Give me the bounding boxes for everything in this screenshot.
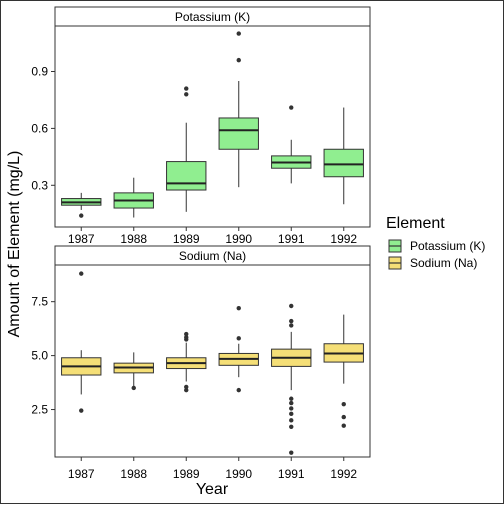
box-1990 bbox=[218, 305, 259, 393]
panel-frame bbox=[54, 264, 371, 458]
outlier-point bbox=[289, 396, 294, 401]
y-tick-label: 7.5 bbox=[31, 295, 48, 309]
x-tick-label: 1991 bbox=[278, 232, 305, 246]
box-1989 bbox=[166, 86, 207, 212]
outlier-point bbox=[236, 57, 241, 63]
box-1992 bbox=[323, 314, 364, 428]
x-tick-label: 1988 bbox=[120, 232, 147, 246]
iqr-box bbox=[323, 148, 364, 178]
y-tick-label: 0.6 bbox=[31, 121, 48, 135]
outlier-point bbox=[184, 335, 189, 340]
outlier-point bbox=[184, 384, 189, 390]
outlier-point bbox=[289, 411, 294, 417]
y-tick-label: 0.3 bbox=[31, 178, 48, 192]
outlier-point bbox=[131, 385, 136, 391]
outlier-point bbox=[236, 305, 241, 311]
outlier-point bbox=[184, 92, 189, 97]
legend-items: Potassium (K) Sodium (Na) bbox=[388, 239, 485, 270]
outlier-point bbox=[341, 423, 346, 428]
x-tick-label: 1988 bbox=[120, 467, 147, 481]
box-1990 bbox=[218, 31, 259, 188]
x-tick-label: 1992 bbox=[330, 467, 357, 481]
outlier-point bbox=[289, 424, 294, 429]
box-1988 bbox=[113, 177, 154, 218]
x-tick-label: 1989 bbox=[173, 232, 200, 246]
outlier-point bbox=[236, 31, 241, 36]
facet-title: Potassium (K) bbox=[175, 10, 250, 24]
outlier-point bbox=[289, 450, 294, 455]
outlier-point bbox=[289, 400, 294, 406]
box-1991 bbox=[271, 105, 312, 184]
outlier-point bbox=[79, 408, 84, 413]
y-tick-label: 2.5 bbox=[31, 403, 48, 417]
x-tick-label: 1992 bbox=[330, 232, 357, 246]
box-1991 bbox=[271, 303, 312, 455]
box-1989 bbox=[166, 331, 207, 393]
x-tick-label: 1987 bbox=[68, 232, 95, 246]
outlier-point bbox=[289, 418, 294, 423]
outlier-point bbox=[341, 401, 346, 407]
x-tick-label: 1990 bbox=[225, 232, 252, 246]
y-tick-label: 5.0 bbox=[31, 349, 48, 363]
outlier-point bbox=[79, 213, 84, 218]
legend: Element Potassium (K) Sodium (Na) bbox=[386, 215, 485, 270]
iqr-box bbox=[166, 161, 207, 191]
outlier-point bbox=[289, 323, 294, 328]
outlier-point bbox=[184, 86, 189, 91]
x-tick-label: 1990 bbox=[225, 467, 252, 481]
outlier-point bbox=[79, 271, 84, 276]
box-1987 bbox=[61, 271, 102, 413]
outlier-point bbox=[289, 406, 294, 411]
x-axis-label: Year bbox=[196, 481, 229, 498]
box-1992 bbox=[323, 107, 364, 205]
box-1987 bbox=[61, 192, 102, 218]
outlier-point bbox=[289, 105, 294, 110]
legend-item: Sodium (Na) bbox=[388, 256, 477, 270]
legend-label: Potassium (K) bbox=[410, 239, 485, 253]
panel-frame bbox=[54, 25, 371, 228]
box-1988 bbox=[113, 352, 154, 391]
panel-potassium: Potassium (K) 0.3 0.6 0.9 1987 1988 1989 1990 19… bbox=[31, 6, 371, 246]
outlier-point bbox=[236, 336, 241, 341]
legend-title: Element bbox=[386, 215, 445, 232]
x-tick-label: 1991 bbox=[278, 467, 305, 481]
y-tick-label: 0.9 bbox=[31, 65, 48, 79]
outlier-point bbox=[236, 387, 241, 393]
legend-label: Sodium (Na) bbox=[410, 256, 477, 270]
facet-title: Sodium (Na) bbox=[179, 249, 246, 263]
outlier-point bbox=[341, 414, 346, 420]
outlier-point bbox=[289, 318, 294, 324]
outlier-point bbox=[289, 303, 294, 309]
y-axis-label: Amount of Element (mg/L) bbox=[6, 151, 23, 338]
legend-item: Potassium (K) bbox=[388, 239, 485, 253]
iqr-box bbox=[218, 117, 259, 150]
panel-sodium: Sodium (Na) 2.5 5.0 7.5 1987 1988 1989 1990 1991… bbox=[31, 245, 371, 481]
outlier-point bbox=[184, 387, 189, 393]
x-tick-label: 1987 bbox=[68, 467, 95, 481]
outlier-point bbox=[184, 331, 189, 337]
panels: Potassium (K) 0.3 0.6 0.9 1987 1988 1989 1990 19… bbox=[31, 6, 371, 481]
x-tick-label: 1989 bbox=[173, 467, 200, 481]
